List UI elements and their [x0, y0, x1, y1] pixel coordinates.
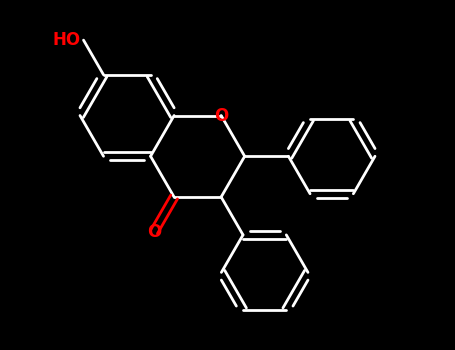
Text: O: O: [147, 223, 161, 241]
Text: HO: HO: [53, 31, 81, 49]
Text: O: O: [214, 106, 228, 125]
